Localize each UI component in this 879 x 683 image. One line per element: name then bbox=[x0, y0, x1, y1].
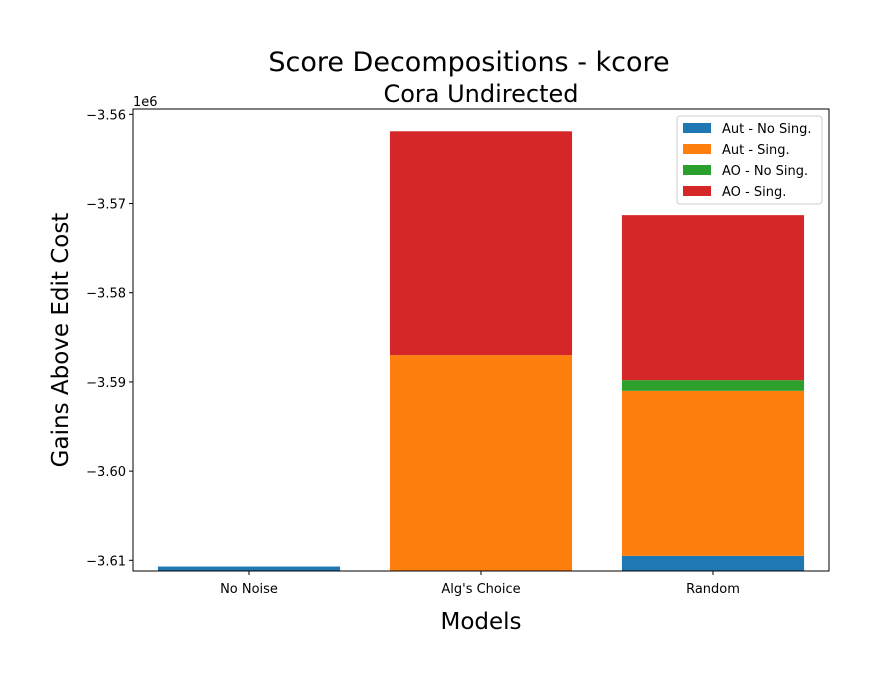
legend-swatch bbox=[683, 165, 711, 175]
bar-segment-2-alg-s-choice bbox=[389, 355, 573, 571]
bar-segment-4-random bbox=[621, 215, 805, 381]
bar-segment-2-random bbox=[621, 390, 805, 556]
y-tick-label: −3.61 bbox=[86, 554, 126, 569]
legend-label: Aut - No Sing. bbox=[722, 122, 811, 137]
legend: Aut - No Sing. Aut - Sing. AO - No Sing. AO… bbox=[676, 115, 823, 205]
legend-swatch bbox=[683, 123, 711, 133]
x-ticks: No Noise Alg's Choice Random bbox=[220, 571, 740, 597]
bar-segment-3-random bbox=[621, 380, 805, 391]
x-axis-label: Models bbox=[440, 609, 521, 635]
legend-swatch bbox=[683, 144, 711, 154]
x-tick-label: Alg's Choice bbox=[441, 582, 520, 597]
y-axis-label: Gains Above Edit Cost bbox=[48, 213, 74, 468]
y-tick-label: −3.56 bbox=[86, 108, 126, 123]
bar-segment-4-alg-s-choice bbox=[389, 131, 573, 356]
bar-segment-1-no-noise bbox=[157, 566, 341, 571]
x-tick-label: No Noise bbox=[220, 582, 278, 597]
legend-label: AO - Sing. bbox=[722, 185, 786, 200]
legend-swatch bbox=[683, 186, 711, 196]
legend-box bbox=[676, 115, 823, 205]
bar-segment-1-random bbox=[621, 555, 805, 571]
y-tick-label: −3.58 bbox=[86, 287, 126, 302]
legend-label: Aut - Sing. bbox=[722, 143, 790, 158]
chart-title: Score Decompositions - kcore bbox=[268, 47, 669, 78]
bars-group bbox=[157, 131, 805, 571]
x-tick-label: Random bbox=[686, 582, 740, 597]
y-offset-label: 1e6 bbox=[133, 95, 158, 110]
y-tick-label: −3.59 bbox=[86, 376, 126, 391]
legend-label: AO - No Sing. bbox=[722, 164, 808, 179]
y-tick-label: −3.60 bbox=[86, 465, 126, 480]
chart-subtitle: Cora Undirected bbox=[383, 80, 578, 108]
y-ticks: −3.56 −3.57 −3.58 −3.59 −3.60 −3.61 bbox=[86, 108, 133, 569]
plot-frame bbox=[132, 108, 830, 572]
y-tick-label: −3.57 bbox=[86, 198, 126, 213]
